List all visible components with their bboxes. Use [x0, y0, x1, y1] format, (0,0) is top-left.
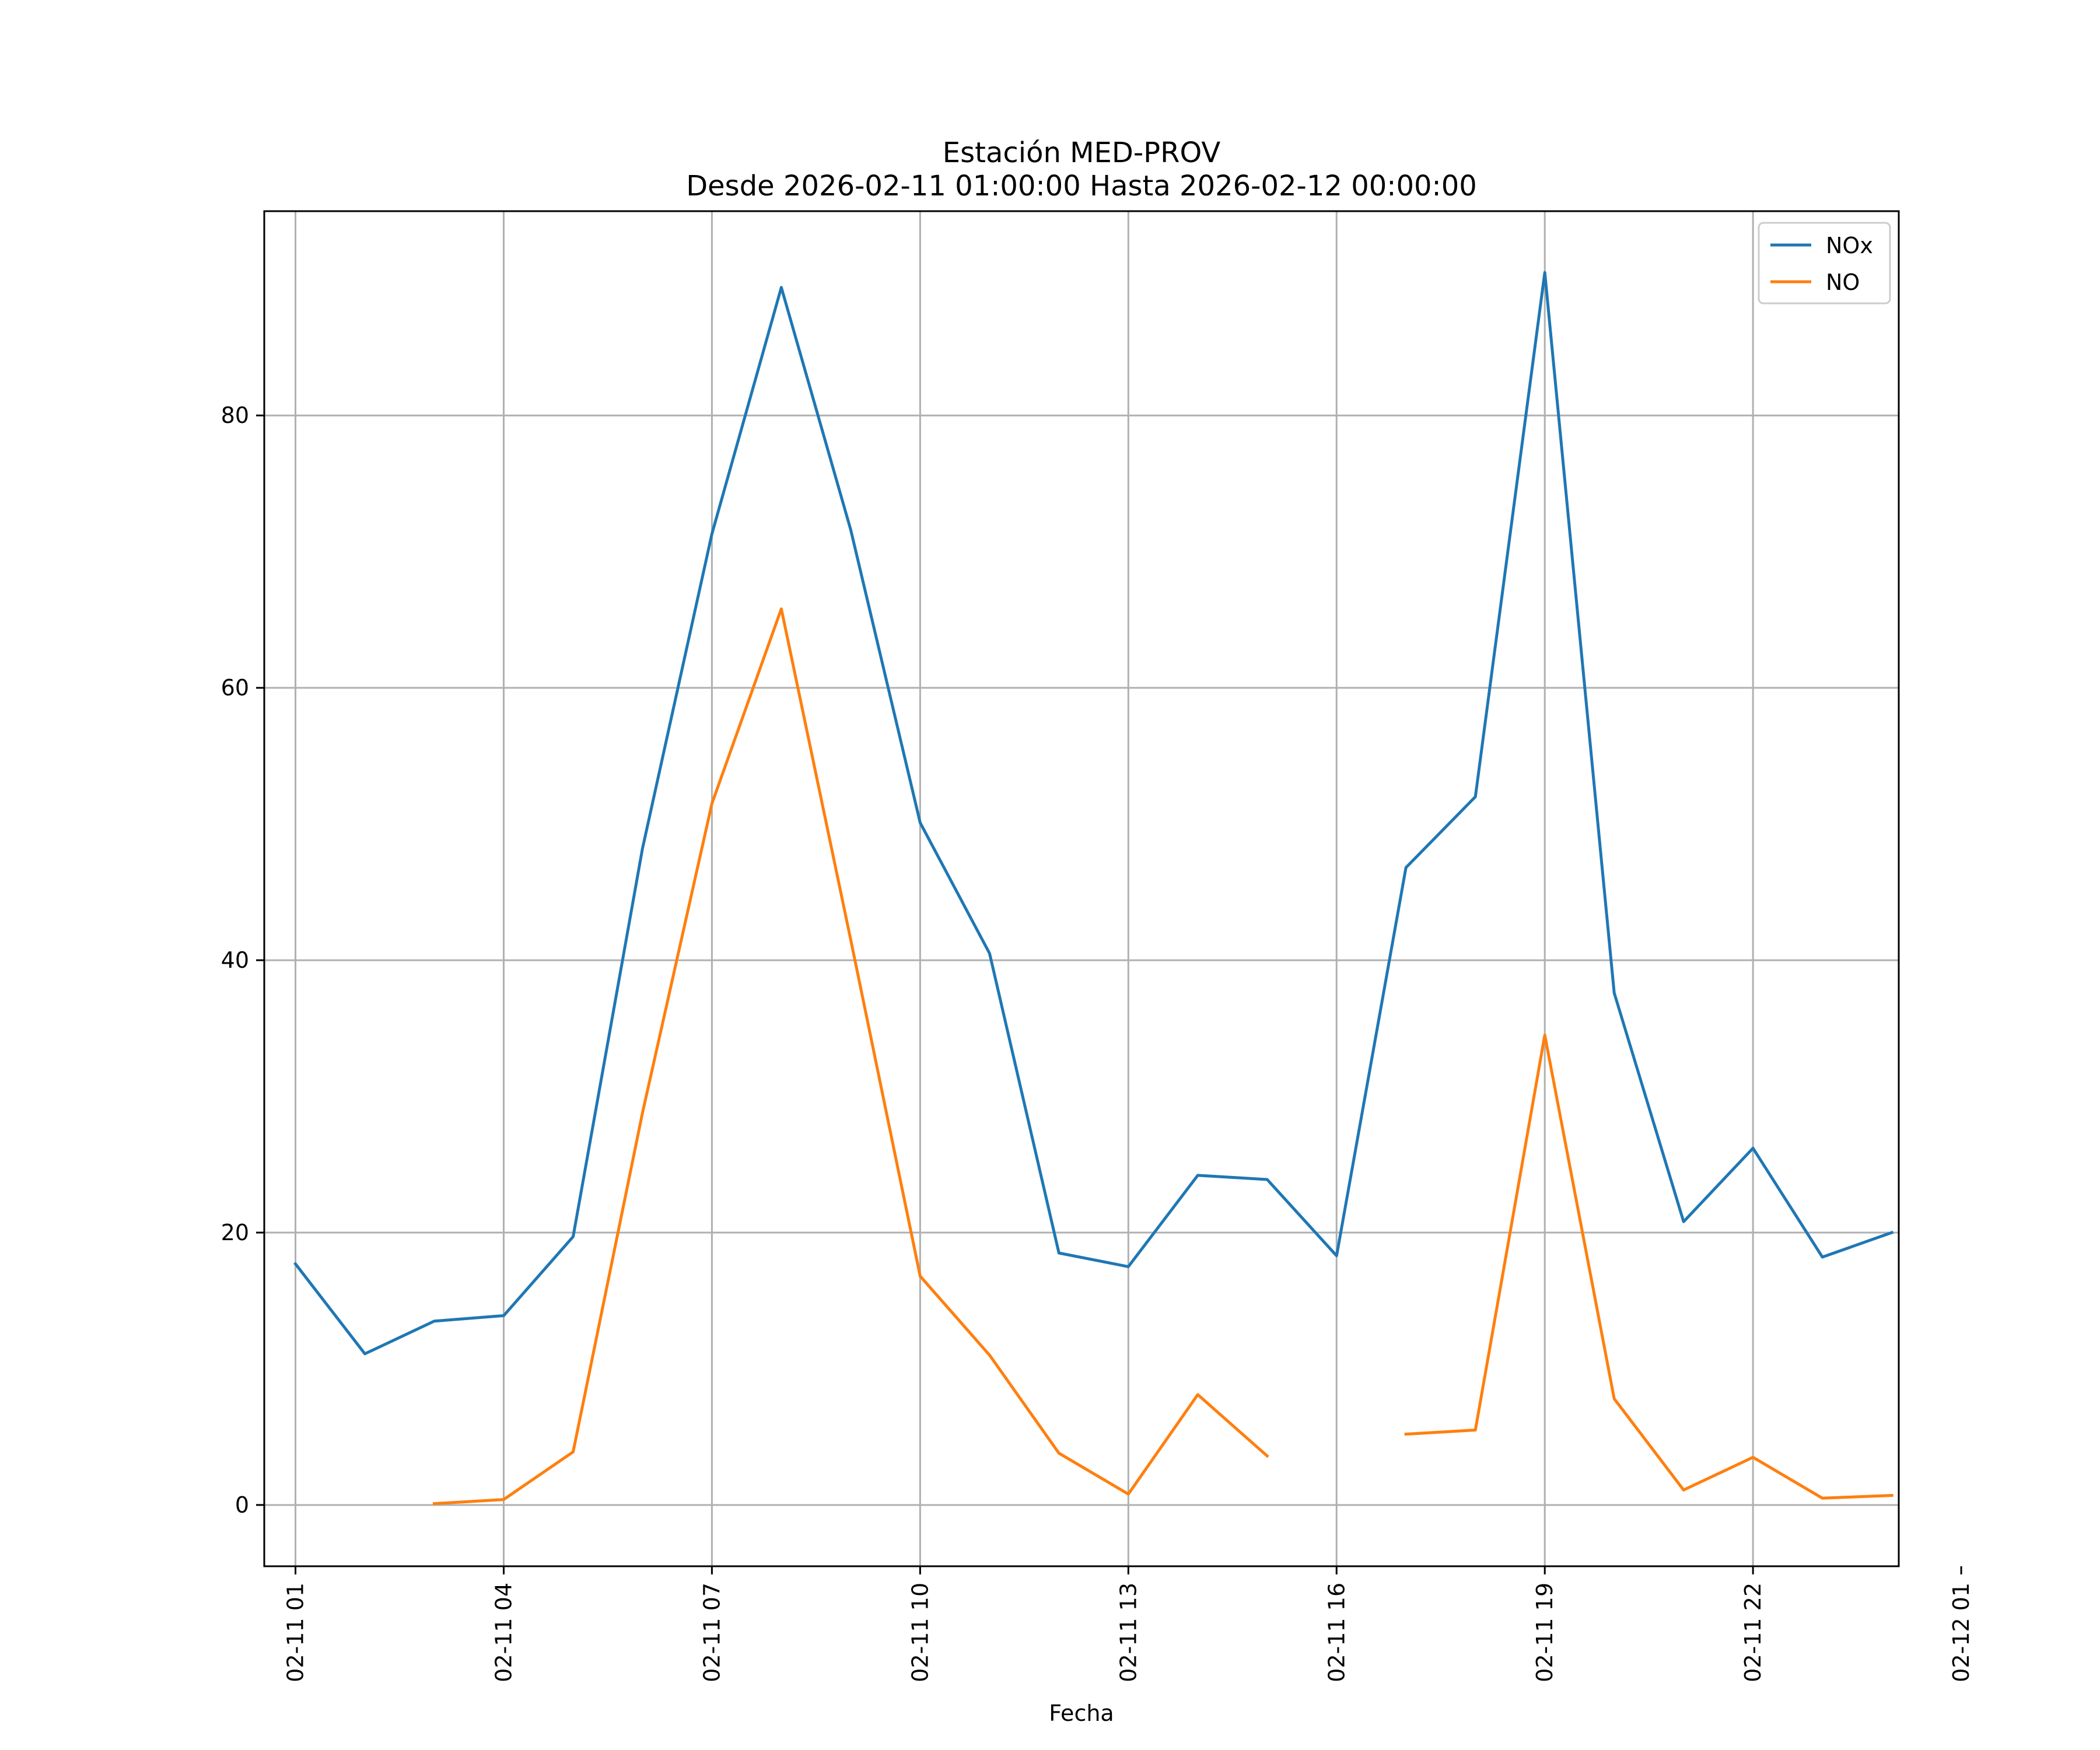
- y-tick-label: 20: [221, 1220, 249, 1245]
- y-tick-label: 80: [221, 402, 249, 428]
- y-tick-label: 0: [235, 1492, 249, 1518]
- series-line-nox: [293, 271, 1894, 1356]
- x-axis-label: Fecha: [1049, 1700, 1114, 1726]
- chart-title-line-1: Estación MED-PROV: [943, 136, 1221, 169]
- x-tick-label: 02-11 19: [1532, 1583, 1558, 1682]
- x-tick-label: 02-11 16: [1324, 1583, 1349, 1682]
- series-line-no: [432, 607, 1894, 1506]
- x-tick-label: 02-11 01: [283, 1583, 309, 1682]
- ticks: 02-11 01 02-11 04 02-11 07 02-11 10 02-11 13…: [221, 402, 1974, 1682]
- legend-label-nox: NOx: [1826, 233, 1873, 258]
- x-tick-label: 02-12 01: [1948, 1583, 1974, 1682]
- x-tick-label: 02-11 04: [491, 1583, 516, 1682]
- y-tick-label: 40: [221, 947, 249, 973]
- legend: NOx NO: [1758, 222, 1891, 304]
- y-tick-label: 60: [221, 675, 249, 701]
- x-tick-label: 02-11 07: [699, 1583, 724, 1682]
- chart-title-line-2: Desde 2026-02-11 01:00:00 Hasta 2026-02-…: [686, 170, 1477, 202]
- grid: [264, 211, 1899, 1566]
- series-group: [293, 271, 1894, 1506]
- x-tick-label: 02-11 22: [1740, 1583, 1766, 1682]
- axes-frame: [263, 210, 1900, 1567]
- legend-label-no: NO: [1826, 270, 1860, 295]
- x-tick-label: 02-11 10: [907, 1583, 933, 1682]
- x-tick-label: 02-11 13: [1115, 1583, 1141, 1682]
